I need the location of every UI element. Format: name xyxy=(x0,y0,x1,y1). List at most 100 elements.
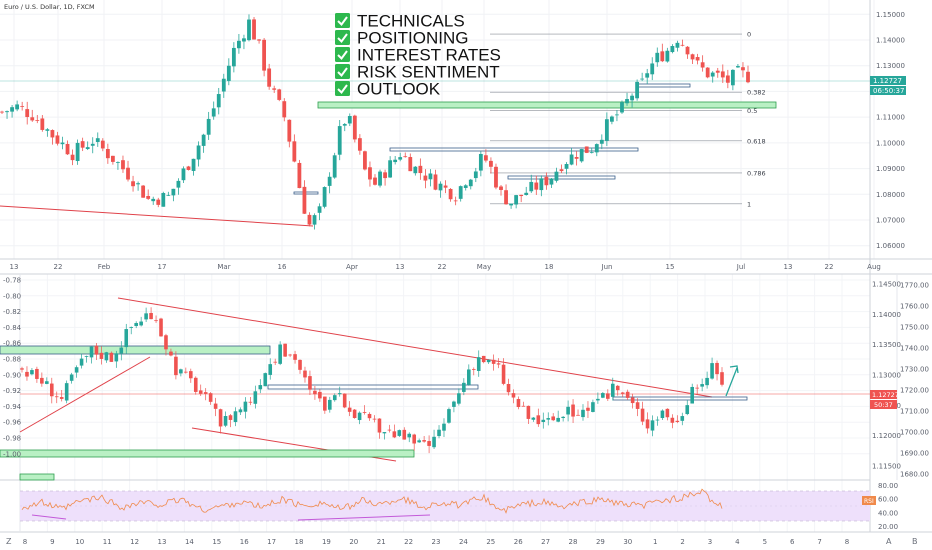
left-axis-tick: -0.94 xyxy=(3,403,22,411)
candle xyxy=(40,372,44,387)
box-may[interactable] xyxy=(507,175,616,180)
top-time-tick: Mar xyxy=(217,263,230,271)
bottom-far-right-axis[interactable]: 1770.00 1760.00 1750.00 1740.00 1730.00 1720.… xyxy=(900,282,929,479)
candle xyxy=(625,389,630,401)
rsi-divergence-2[interactable] xyxy=(297,514,431,521)
candle xyxy=(322,186,327,209)
candle xyxy=(181,166,186,183)
candle xyxy=(25,101,30,125)
far-right-tick: 1760.00 xyxy=(900,303,929,311)
box-april[interactable] xyxy=(389,147,639,152)
candle xyxy=(79,353,84,369)
candle xyxy=(660,43,665,63)
top-trendline[interactable] xyxy=(0,205,314,227)
checklist-item: TECHNICALS xyxy=(335,12,465,31)
candle xyxy=(554,167,559,183)
candle xyxy=(323,396,327,414)
candle xyxy=(223,411,228,428)
candle xyxy=(599,134,604,150)
candle xyxy=(100,138,105,152)
up-arrow[interactable] xyxy=(725,365,739,397)
candle xyxy=(114,350,119,368)
resistance-zone-left[interactable] xyxy=(0,345,271,355)
candle xyxy=(438,181,443,198)
candle xyxy=(534,175,539,195)
far-right-tick: 1680.00 xyxy=(900,471,929,479)
candle xyxy=(630,93,634,108)
candle xyxy=(448,188,453,202)
candle xyxy=(685,400,690,416)
checklist-label: RISK SENTIMENT xyxy=(357,63,500,82)
far-right-tick: 1710.00 xyxy=(900,408,929,416)
candle xyxy=(443,180,448,194)
far-right-tick: 1730.00 xyxy=(900,366,929,374)
box-mid[interactable] xyxy=(267,384,479,390)
rsi-divergence-1[interactable] xyxy=(31,514,67,520)
candle xyxy=(481,355,486,364)
bottom-time-tick: 19 xyxy=(322,538,331,546)
candle xyxy=(645,412,650,434)
candle xyxy=(457,388,461,406)
candle xyxy=(586,401,590,419)
candle xyxy=(413,166,418,176)
candle xyxy=(509,203,513,209)
candle xyxy=(30,109,35,122)
candle xyxy=(171,188,176,202)
candle xyxy=(342,393,347,409)
candle xyxy=(403,152,408,158)
bottom-time-tick: 15 xyxy=(212,538,221,546)
bottom-trendline-rising[interactable] xyxy=(19,356,151,433)
candle xyxy=(655,416,660,426)
fib-level-label: 0.618 xyxy=(747,137,766,145)
candle xyxy=(198,384,203,396)
candle xyxy=(559,164,564,173)
candle xyxy=(561,415,565,422)
candle xyxy=(35,114,40,124)
top-time-axis[interactable]: 13 22 Feb 17 Mar 16 Apr 13 22 May 18 Jun 15 Jul 13 22 Au… xyxy=(10,263,881,271)
candle xyxy=(352,114,357,143)
candle xyxy=(564,162,569,175)
auto-scale-button[interactable]: A xyxy=(886,537,892,546)
candle xyxy=(139,316,143,327)
bottom-left-axis[interactable]: -0.78 -0.80 -0.82 -0.84 -0.86 -0.88 -0.90 -0.92… xyxy=(3,277,22,459)
candle xyxy=(65,140,70,155)
support-zone-top[interactable] xyxy=(317,101,777,109)
bottom-time-tick: 18 xyxy=(295,538,304,546)
candle xyxy=(116,161,120,170)
candle xyxy=(478,151,483,177)
candle xyxy=(25,366,29,381)
candle xyxy=(705,371,709,389)
candle xyxy=(328,396,332,413)
bottom-price-tick: 1.11500 xyxy=(872,462,901,470)
candle xyxy=(129,326,134,335)
candle xyxy=(20,101,25,111)
candle xyxy=(69,372,74,384)
candle xyxy=(90,137,95,154)
candle xyxy=(610,377,615,401)
candle xyxy=(0,110,4,115)
bottom-time-axis[interactable]: 8 9 10 11 12 13 14 15 16 17 18 19 20 21 22 23 24 25 26 27 28… xyxy=(23,538,849,546)
candle xyxy=(20,366,24,373)
candle xyxy=(30,367,34,376)
candle xyxy=(45,377,49,385)
rsi-axis[interactable]: 80.00 60.00 40.00 20.00 xyxy=(878,482,898,531)
candle xyxy=(253,385,258,409)
top-time-tick: Aug xyxy=(867,263,881,271)
left-axis-tick: -0.86 xyxy=(3,340,22,348)
candle xyxy=(501,358,506,386)
candle xyxy=(186,165,191,171)
fibonacci-levels[interactable]: 0 0.382 0.5 0.618 0.786 1 xyxy=(490,31,766,209)
support-zone-bottom[interactable] xyxy=(0,449,415,458)
candle xyxy=(665,47,670,63)
rsi-line xyxy=(21,488,723,514)
top-price-tick: 1.10000 xyxy=(876,139,905,147)
candle xyxy=(278,341,282,366)
support-zone-stub[interactable] xyxy=(19,473,55,481)
zoom-icon[interactable]: Z xyxy=(6,537,12,546)
candle xyxy=(237,34,241,54)
log-scale-button[interactable]: B xyxy=(912,537,918,546)
candle xyxy=(730,69,735,91)
candle xyxy=(131,175,135,192)
candle xyxy=(206,111,211,140)
candle xyxy=(201,133,206,153)
